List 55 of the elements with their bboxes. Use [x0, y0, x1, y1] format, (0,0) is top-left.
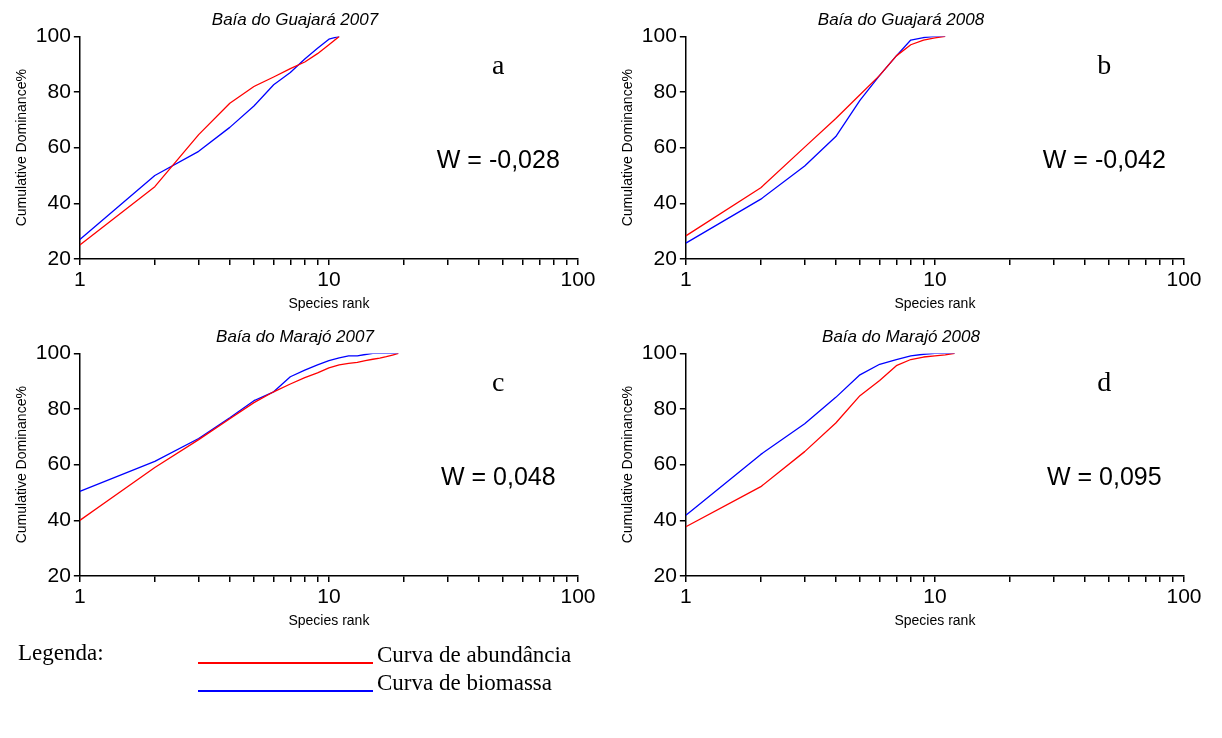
- y-tick-label: 40: [653, 507, 677, 531]
- y-tick-label: 40: [47, 190, 71, 214]
- y-tick-label: 20: [653, 245, 677, 269]
- x-tick-label: 10: [317, 584, 341, 608]
- y-tick-label: 80: [653, 395, 677, 419]
- y-tick-label: 60: [653, 451, 677, 475]
- x-tick-label: 100: [560, 584, 596, 608]
- y-tick-label: 60: [47, 134, 71, 158]
- x-tick-label: 100: [1166, 584, 1202, 608]
- x-tick-label: 1: [73, 584, 86, 608]
- x-axis-title: Species rank: [288, 295, 371, 312]
- y-axis-title: Cumulative Dominance%: [619, 386, 636, 544]
- x-tick-label: 1: [679, 267, 692, 291]
- x-tick-label: 100: [1166, 267, 1202, 291]
- y-tick-label: 80: [47, 78, 71, 102]
- x-tick-label: 10: [923, 267, 947, 291]
- y-tick-label: 20: [47, 245, 71, 269]
- x-tick-label: 1: [73, 267, 86, 291]
- y-tick-label: 60: [47, 451, 71, 475]
- y-tick-label: 20: [47, 562, 71, 586]
- chart-title: Baía do Guajará 2007: [211, 9, 379, 29]
- y-tick-label: 100: [35, 340, 71, 364]
- y-tick-label: 100: [35, 23, 71, 47]
- annotation: a: [492, 48, 506, 80]
- x-axis-title: Species rank: [894, 295, 977, 312]
- y-axis-title: Cumulative Dominance%: [13, 69, 30, 227]
- chart-title: Baía do Guajará 2008: [817, 9, 985, 29]
- y-tick-label: 40: [47, 507, 71, 531]
- y-tick-label: 80: [47, 395, 71, 419]
- annotation: b: [1097, 48, 1112, 80]
- x-tick-label: 1: [679, 584, 692, 608]
- annotation: W = 0,095: [1046, 461, 1162, 490]
- x-tick-label: 100: [560, 267, 596, 291]
- chart-title: Baía do Marajó 2008: [822, 326, 981, 346]
- x-tick-label: 10: [923, 584, 947, 608]
- y-tick-label: 100: [641, 340, 677, 364]
- x-axis-title: Species rank: [894, 612, 977, 629]
- annotation: d: [1097, 365, 1112, 397]
- x-tick-label: 10: [317, 267, 341, 291]
- y-tick-label: 100: [641, 23, 677, 47]
- chart-title: Baía do Marajó 2007: [216, 326, 375, 346]
- text: Curva de biomassa: [377, 670, 553, 696]
- text: Curva de abundância: [377, 642, 572, 668]
- annotation: W = -0,042: [1042, 144, 1166, 173]
- y-tick-label: 60: [653, 134, 677, 158]
- y-tick-label: 20: [653, 562, 677, 586]
- y-axis-title: Cumulative Dominance%: [13, 386, 30, 544]
- annotation: W = -0,028: [436, 144, 560, 173]
- y-tick-label: 80: [653, 78, 677, 102]
- annotation: c: [492, 365, 505, 397]
- annotation: W = 0,048: [440, 461, 556, 490]
- y-tick-label: 40: [653, 190, 677, 214]
- x-axis-title: Species rank: [288, 612, 371, 629]
- legend-title: Legenda:: [18, 640, 105, 667]
- y-axis-title: Cumulative Dominance%: [619, 69, 636, 227]
